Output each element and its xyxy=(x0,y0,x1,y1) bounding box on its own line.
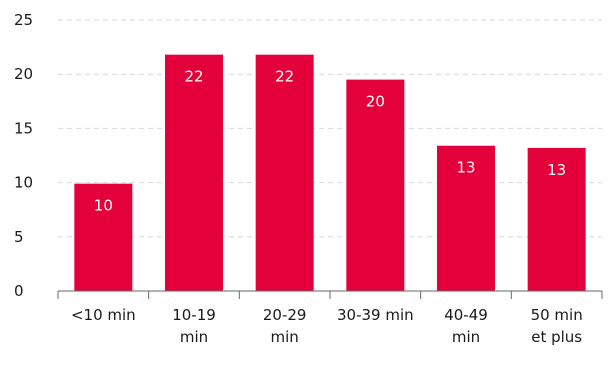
bar xyxy=(165,54,223,291)
y-tick-label: 15 xyxy=(14,119,33,137)
x-tick-label: min xyxy=(452,328,480,346)
bar xyxy=(527,147,586,291)
y-tick-label: 25 xyxy=(14,11,33,29)
bar xyxy=(74,183,133,291)
x-tick-label: 20-29 xyxy=(263,306,307,324)
bar xyxy=(346,79,405,292)
x-tick-label: min xyxy=(271,328,299,346)
data-label: 22 xyxy=(184,68,203,86)
data-label: 20 xyxy=(366,93,385,111)
x-tick-label: et plus xyxy=(531,328,582,346)
y-tick-label: 20 xyxy=(14,65,33,83)
bar xyxy=(437,145,495,291)
data-label: 13 xyxy=(547,161,566,179)
data-label: 10 xyxy=(94,197,113,215)
bar xyxy=(255,54,314,291)
y-tick-label: 0 xyxy=(14,282,24,300)
y-tick-label: 5 xyxy=(14,228,24,246)
data-label: 22 xyxy=(275,68,294,86)
y-tick-label: 10 xyxy=(14,174,33,192)
x-tick-label: 50 min xyxy=(531,306,583,324)
y-axis: 0 5 10 15 20 25 xyxy=(14,11,33,300)
bars: 10 22 22 20 13 13 xyxy=(74,54,586,292)
x-axis: <10 min 10-19 min 20-29 min 30-39 min 40-49 min… xyxy=(57,290,603,346)
x-tick-label: 40-49 xyxy=(444,306,488,324)
x-tick-label: <10 min xyxy=(71,306,136,324)
gridlines xyxy=(58,19,602,238)
data-label: 13 xyxy=(456,159,475,177)
x-tick-label: 30-39 min xyxy=(337,306,414,324)
x-tick-label: 10-19 xyxy=(172,306,216,324)
x-tick-label: min xyxy=(180,328,208,346)
